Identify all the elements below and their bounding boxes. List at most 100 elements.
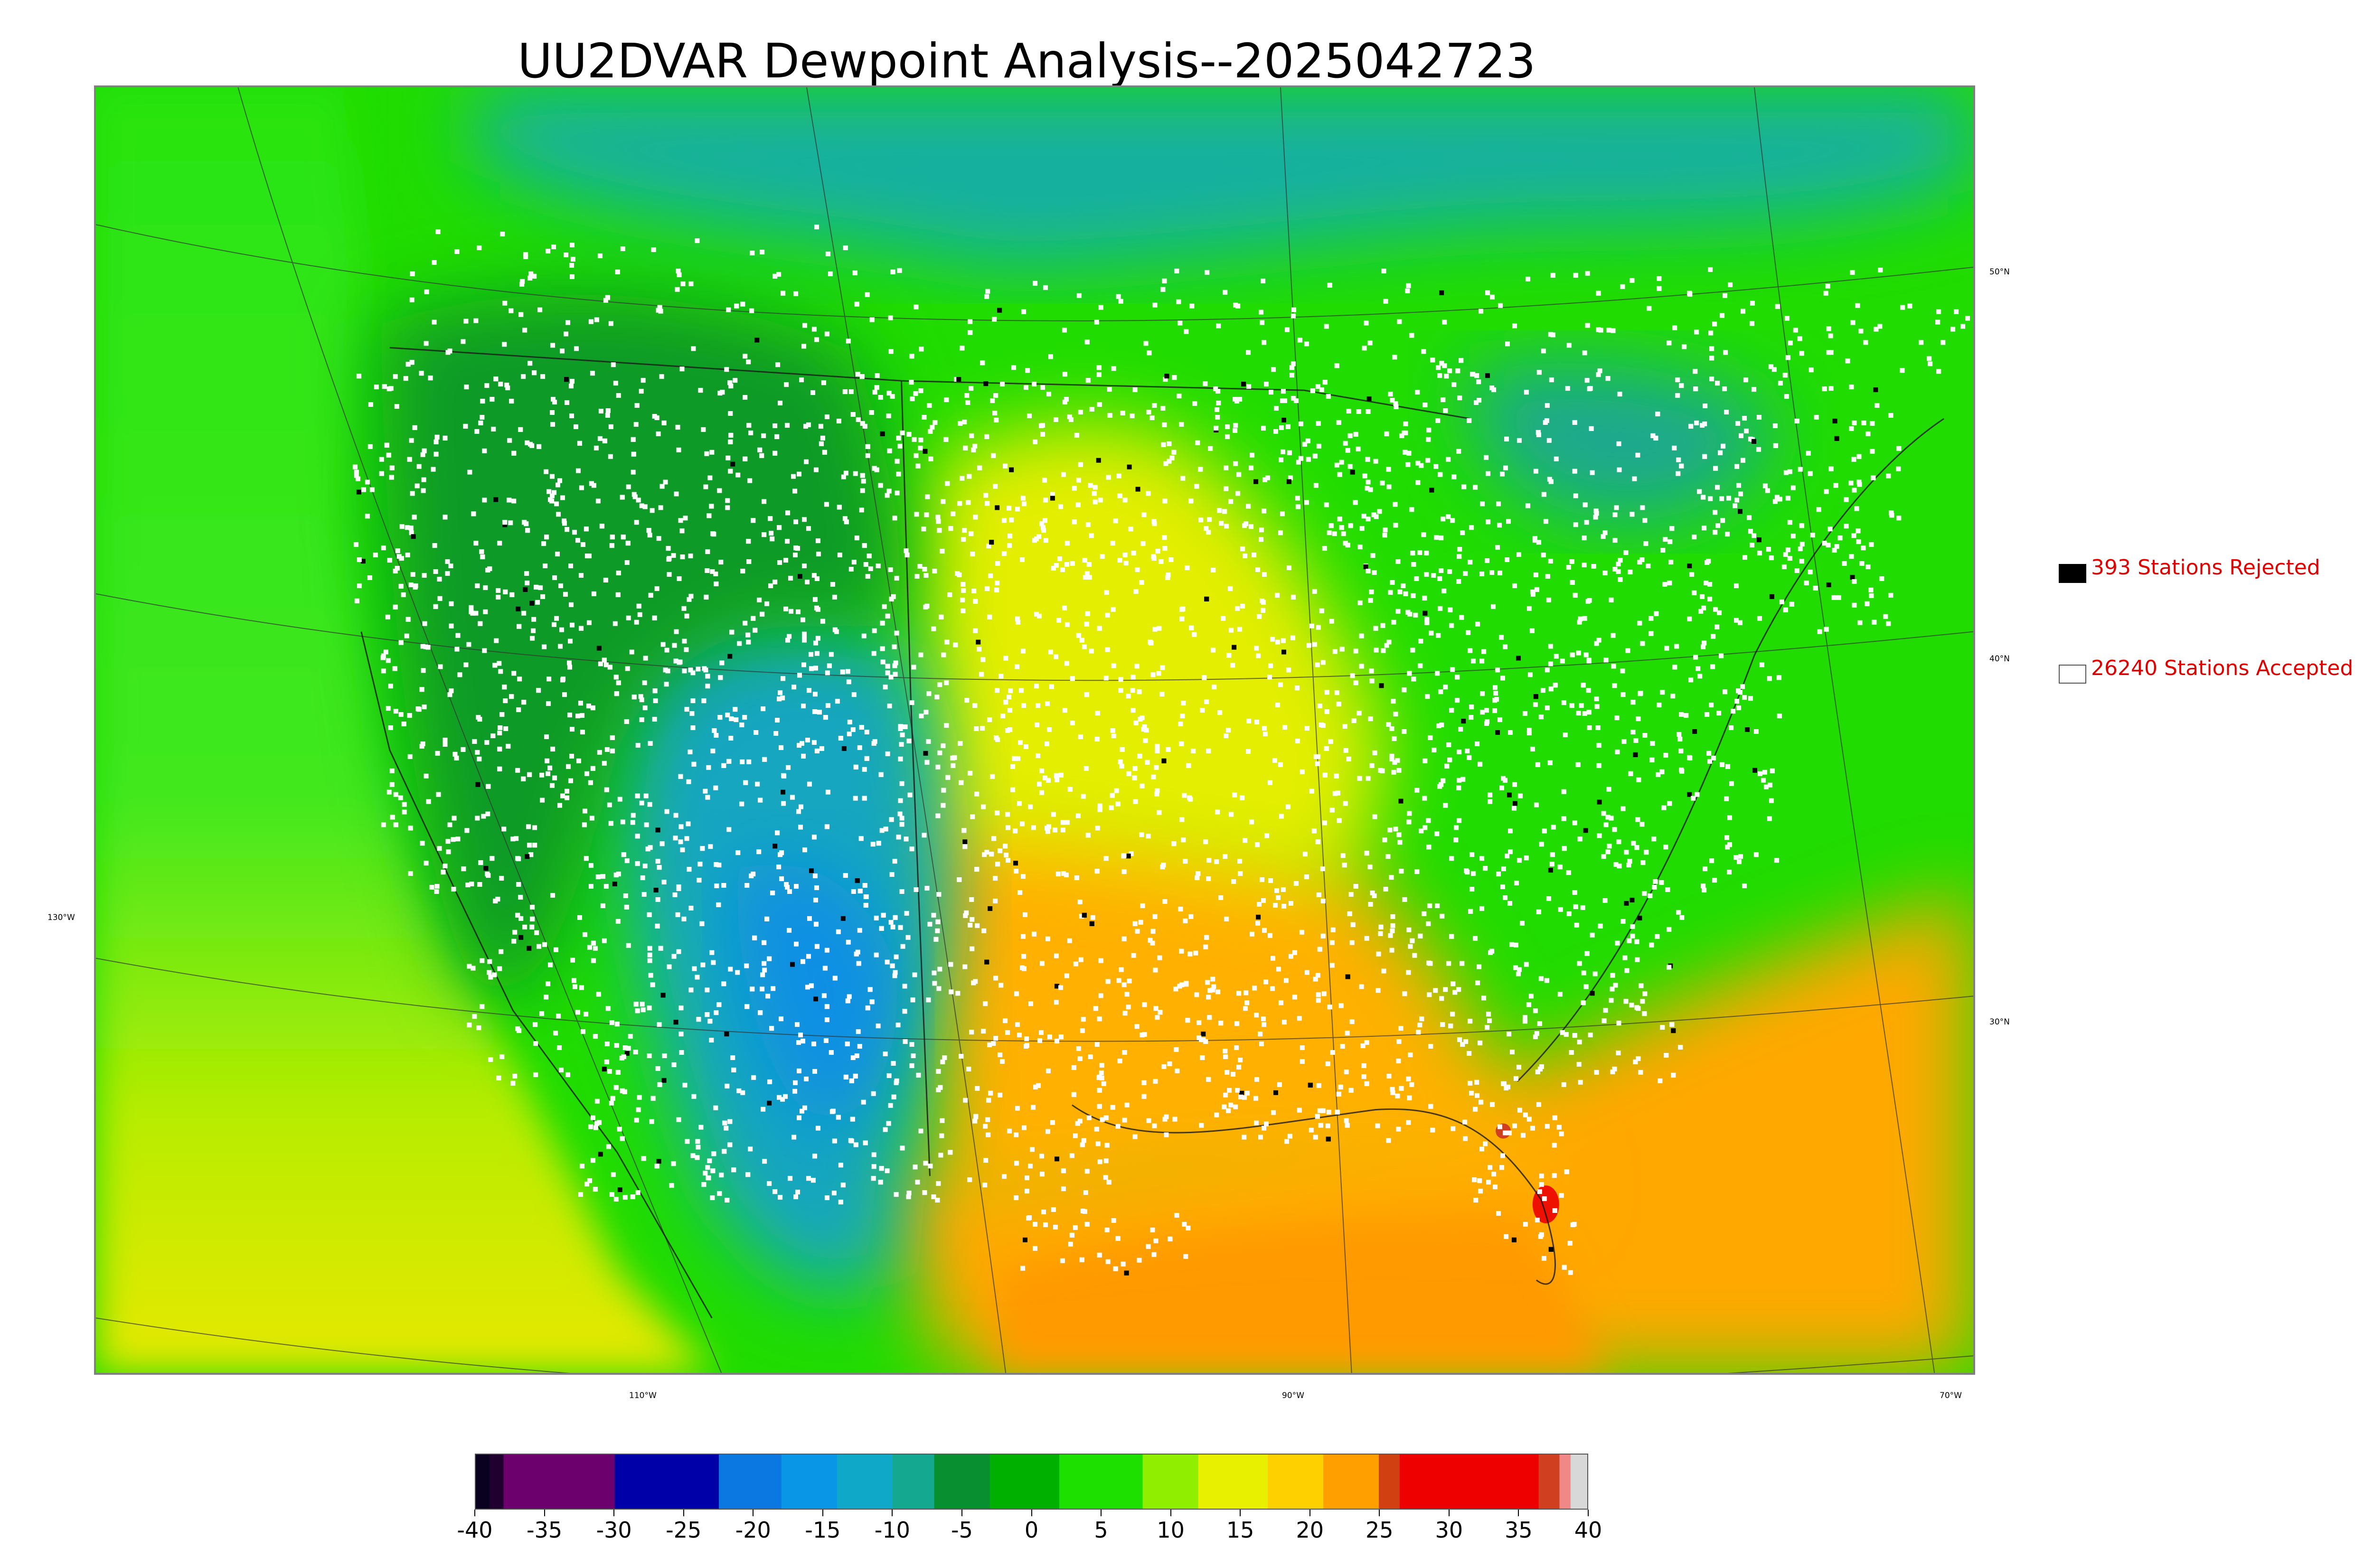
station-marker [1315, 973, 1320, 978]
station-marker [1734, 618, 1739, 623]
station-marker [1526, 606, 1532, 611]
station-marker [1297, 1016, 1302, 1021]
station-marker [675, 912, 680, 917]
station-marker [1859, 561, 1865, 566]
station-marker [962, 844, 968, 849]
station-marker [422, 621, 427, 626]
station-marker [1541, 1256, 1546, 1261]
station-marker [1122, 1050, 1127, 1055]
station-marker [1154, 765, 1159, 770]
station-marker [957, 501, 962, 506]
station-marker [1045, 936, 1050, 941]
station-marker [1339, 460, 1344, 465]
station-marker [1695, 792, 1700, 797]
station-marker [607, 665, 612, 670]
station-marker [1500, 1153, 1505, 1158]
station-marker [1393, 401, 1398, 406]
dewpoint-map[interactable]: 50°N [94, 85, 1975, 1375]
station-marker [1489, 948, 1495, 954]
station-marker [1725, 764, 1731, 769]
station-marker [1546, 597, 1551, 602]
station-marker [760, 986, 765, 992]
station-marker [1369, 589, 1374, 594]
station-marker [1507, 828, 1513, 834]
station-marker [690, 670, 696, 676]
station-marker [1153, 1238, 1159, 1243]
station-marker [803, 423, 808, 429]
station-marker [747, 478, 753, 483]
station-marker [1546, 438, 1552, 443]
station-marker [1021, 954, 1027, 959]
station-marker [1035, 753, 1040, 758]
station-marker [1353, 680, 1358, 685]
station-marker [1255, 842, 1260, 847]
station-marker [1062, 708, 1067, 713]
station-marker [515, 856, 520, 861]
station-marker [1469, 715, 1474, 720]
station-marker [1192, 632, 1197, 637]
station-marker [522, 924, 528, 930]
station-marker [1701, 495, 1706, 500]
station-marker [1496, 872, 1501, 877]
station-marker [1000, 714, 1006, 719]
station-marker [1198, 517, 1204, 523]
station-marker [923, 710, 929, 715]
station-marker [892, 644, 897, 649]
station-marker [1490, 294, 1495, 300]
station-marker [1461, 484, 1467, 489]
station-marker [1602, 530, 1608, 535]
station-marker [1871, 475, 1876, 480]
station-marker [1401, 583, 1406, 588]
station-marker [762, 961, 767, 966]
station-marker [1261, 600, 1266, 605]
station-marker [443, 742, 448, 747]
station-marker [1657, 286, 1662, 291]
station-marker [1424, 620, 1430, 625]
station-marker [969, 386, 974, 391]
station-marker [1312, 642, 1317, 647]
station-marker [1579, 703, 1584, 708]
station-marker [1477, 1178, 1482, 1183]
station-marker [862, 883, 867, 888]
station-marker [1785, 547, 1790, 553]
station-marker [603, 662, 609, 667]
station-marker [1254, 1120, 1259, 1126]
station-marker [1081, 1017, 1086, 1022]
station-marker [384, 442, 389, 448]
station-marker [977, 647, 982, 652]
station-marker [1320, 866, 1325, 872]
station-marker [1353, 884, 1358, 889]
station-marker [1627, 938, 1632, 943]
station-marker [1270, 956, 1275, 961]
station-marker [1530, 589, 1535, 594]
station-marker [1448, 1023, 1453, 1029]
station-marker [1082, 644, 1087, 649]
station-marker [1080, 1142, 1085, 1147]
station-marker [1295, 738, 1300, 743]
station-marker [1667, 965, 1672, 970]
station-marker [1009, 517, 1014, 523]
station-marker [511, 451, 517, 456]
station-marker [514, 836, 519, 841]
station-marker [682, 668, 687, 674]
station-marker [1326, 1136, 1331, 1142]
station-marker [550, 343, 556, 348]
station-marker [1262, 726, 1267, 731]
station-marker [1384, 431, 1389, 436]
station-marker [1028, 804, 1033, 809]
station-marker [1831, 595, 1837, 600]
station-marker [515, 768, 520, 773]
station-marker [1057, 556, 1062, 562]
station-marker [1154, 791, 1159, 797]
station-marker [863, 902, 868, 908]
station-marker [1028, 1001, 1034, 1006]
station-marker [727, 1119, 733, 1124]
station-marker [902, 1009, 907, 1014]
station-marker [923, 1161, 928, 1166]
station-marker [1050, 496, 1055, 501]
station-marker [1417, 1023, 1423, 1028]
station-marker [589, 481, 594, 486]
station-marker [1436, 365, 1441, 370]
station-marker [912, 437, 917, 442]
station-marker [1268, 780, 1272, 785]
